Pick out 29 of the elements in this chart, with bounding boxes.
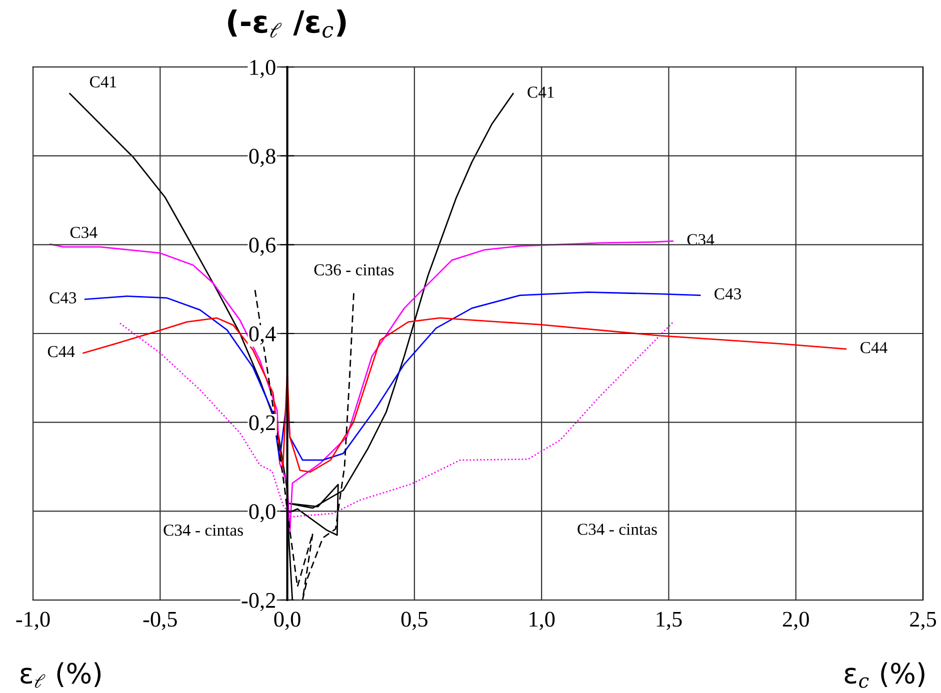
series-label: C36 - cintas xyxy=(314,264,394,276)
y-tick-label: 0,0 xyxy=(249,504,276,522)
x-tick-label: -1,0 xyxy=(16,612,50,630)
series-label: C43 xyxy=(50,292,76,304)
text: ε$_{ℓ}$ (%) xyxy=(20,662,101,688)
x-tick-label: 0,5 xyxy=(401,612,428,630)
x-tick-label: 2,0 xyxy=(782,612,809,630)
y-tick-label: 0,4 xyxy=(249,326,276,345)
x-tick-label: 2,5 xyxy=(910,612,936,630)
series-label: C44 xyxy=(48,346,75,358)
y-tick-label: 0,6 xyxy=(249,238,276,256)
y-tick-label: 0,8 xyxy=(249,148,276,167)
x-tick-label: 0,0 xyxy=(274,612,300,630)
text: C34 - cintas xyxy=(578,524,657,535)
text: C34 - cintas xyxy=(164,524,243,536)
x-tick-label: -0,5 xyxy=(143,612,177,630)
series-label: C34 xyxy=(70,226,98,238)
x-tick-label: 1,0 xyxy=(530,612,555,630)
x-tick-label: 1,5 xyxy=(656,612,682,630)
y-tick-label: -0,2 xyxy=(242,592,275,612)
text: C44 xyxy=(860,342,888,354)
line-series xyxy=(84,292,701,461)
y-tick-label: 0,2 xyxy=(249,415,275,434)
x-axis-title: ε$_{c}$ (%) xyxy=(844,662,924,688)
text: C41 xyxy=(90,76,116,88)
text: C43 xyxy=(714,288,742,300)
y-tick-label: 1,0 xyxy=(250,60,276,78)
y-axis-title: (-ε$_{ℓ}$ /ε$_{c}$) xyxy=(228,9,346,38)
line-series xyxy=(82,317,847,473)
